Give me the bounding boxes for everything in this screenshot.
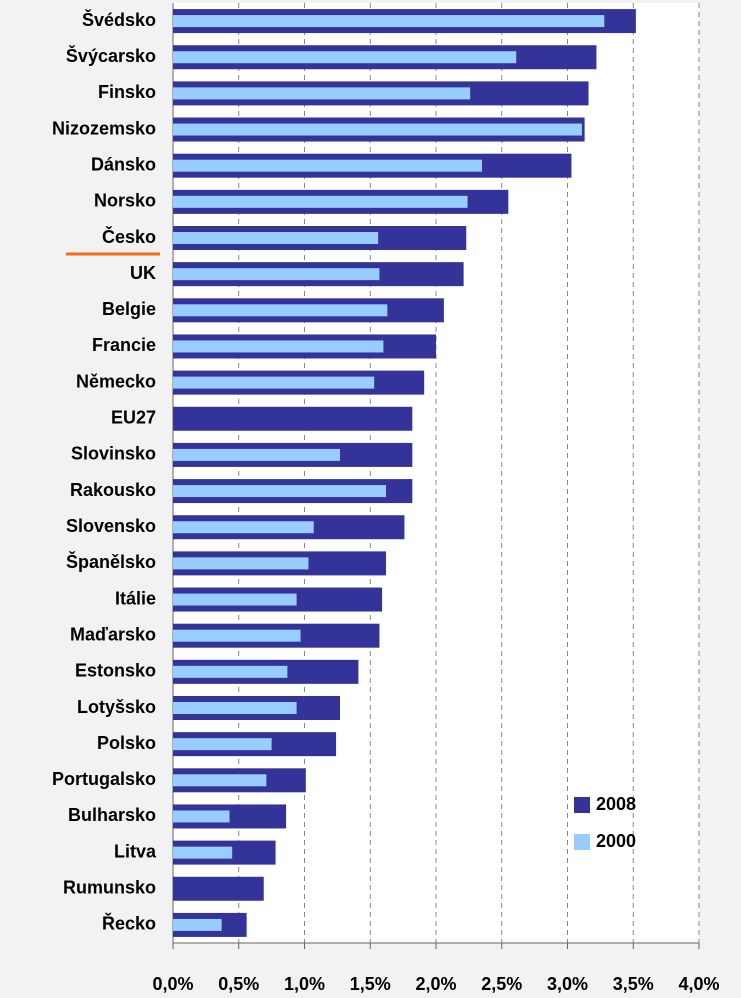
y-tick-label: Belgie [102,299,156,319]
y-tick-label: Rumunsko [63,878,156,898]
x-tick-label: 1,5% [350,974,391,994]
legend-swatch [574,834,590,850]
bar [173,87,471,100]
y-tick-label: Švédsko [82,9,156,30]
y-tick-label: Norsko [94,191,156,211]
bar [173,232,379,244]
y-tick-label: Německo [76,371,156,391]
x-tick-label: 3,0% [547,974,588,994]
y-tick-label: Česko [102,226,156,247]
x-tick-label: 0,0% [152,974,193,994]
y-tick-label: UK [130,263,156,283]
legend-label: 2008 [596,794,636,814]
y-tick-label: Řecko [102,913,156,934]
bar [173,593,297,606]
x-tick-label: 0,5% [218,974,259,994]
bar [173,406,413,431]
bar [173,376,375,389]
y-tick-label: Bulharsko [68,805,156,825]
legend-swatch [574,797,590,813]
bar [173,123,582,136]
legend-label: 2000 [596,831,636,851]
y-tick-label: Francie [92,335,156,355]
bar [173,629,301,642]
y-tick-label: Rakousko [70,480,156,500]
y-tick-label: Slovinsko [71,444,156,464]
bar [173,159,483,172]
y-tick-label: Estonsko [75,661,156,681]
y-tick-label: Portugalsko [52,769,156,789]
y-tick-label: Litva [114,841,157,861]
bar [173,876,264,901]
bar [173,810,230,823]
bar [173,557,309,570]
x-tick-label: 2,0% [415,974,456,994]
bar [173,521,314,534]
bar [173,738,272,751]
bar [173,51,517,64]
x-tick-label: 2,5% [481,974,522,994]
bar [173,918,222,931]
x-tick-label: 3,5% [613,974,654,994]
x-tick-label: 1,0% [284,974,325,994]
y-tick-label: Dánsko [91,154,156,174]
y-tick-label: Itálie [115,588,156,608]
bar [173,15,605,28]
y-tick-label: Švýcarsko [66,45,156,66]
bar [173,304,388,317]
bar [173,665,288,678]
bar [173,448,341,461]
x-tick-label: 4,0% [678,974,719,994]
y-tick-label: EU27 [111,408,156,428]
y-tick-label: Nizozemsko [52,118,156,138]
y-tick-label: Španělsko [66,551,156,572]
bar [173,774,267,787]
bar [173,702,297,714]
y-tick-label: Slovensko [66,516,156,536]
bar [173,485,387,498]
bar [173,340,384,353]
bar [173,268,380,281]
bar [173,846,233,859]
bar [173,195,468,208]
y-tick-label: Finsko [98,82,156,102]
y-tick-label: Polsko [97,733,156,753]
y-tick-label: Maďarsko [70,624,156,644]
y-tick-label: Lotyšsko [77,697,156,717]
